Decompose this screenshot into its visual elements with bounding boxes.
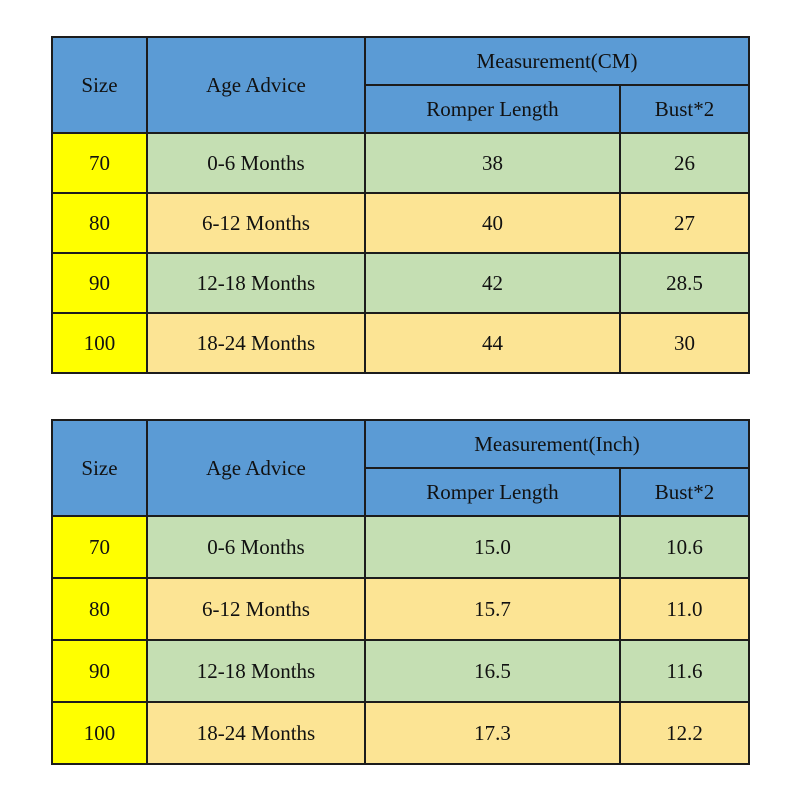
size-cell: 90 — [51, 639, 148, 703]
age-cell: 18-24 Months — [146, 312, 366, 374]
bust-cell: 26 — [619, 132, 750, 194]
bust-column-header: Bust*2 — [619, 84, 750, 134]
size-cell: 80 — [51, 577, 148, 641]
size-cell: 100 — [51, 701, 148, 765]
size-cell: 90 — [51, 252, 148, 314]
romper-length-cell: 44 — [364, 312, 621, 374]
age-advice-column-header: Age Advice — [146, 419, 366, 517]
romper-length-cell: 15.7 — [364, 577, 621, 641]
bust-cell: 11.6 — [619, 639, 750, 703]
table-row: 70 0-6 Months 38 26 — [51, 132, 750, 194]
romper-length-column-header: Romper Length — [364, 84, 621, 134]
romper-length-cell: 42 — [364, 252, 621, 314]
measurement-cm-group-header: Measurement(CM) — [364, 36, 750, 86]
size-cell: 70 — [51, 132, 148, 194]
bust-cell: 10.6 — [619, 515, 750, 579]
romper-length-cell: 17.3 — [364, 701, 621, 765]
measurement-inch-group-header: Measurement(Inch) — [364, 419, 750, 469]
romper-length-column-header: Romper Length — [364, 467, 621, 517]
table-row: 90 12-18 Months 16.5 11.6 — [51, 639, 750, 703]
bust-cell: 12.2 — [619, 701, 750, 765]
table-row: 80 6-12 Months 40 27 — [51, 192, 750, 254]
age-cell: 0-6 Months — [146, 515, 366, 579]
size-chart-cm-table: Size Age Advice Measurement(CM) Romper L… — [51, 36, 750, 374]
table-row: 90 12-18 Months 42 28.5 — [51, 252, 750, 314]
size-cell: 100 — [51, 312, 148, 374]
size-chart-inch-table: Size Age Advice Measurement(Inch) Romper… — [51, 419, 750, 765]
age-advice-column-header: Age Advice — [146, 36, 366, 134]
bust-cell: 27 — [619, 192, 750, 254]
bust-cell: 11.0 — [619, 577, 750, 641]
age-cell: 12-18 Months — [146, 252, 366, 314]
age-cell: 0-6 Months — [146, 132, 366, 194]
size-cell: 80 — [51, 192, 148, 254]
age-cell: 18-24 Months — [146, 701, 366, 765]
table-row: 80 6-12 Months 15.7 11.0 — [51, 577, 750, 641]
romper-length-cell: 38 — [364, 132, 621, 194]
size-column-header: Size — [51, 36, 148, 134]
age-cell: 12-18 Months — [146, 639, 366, 703]
bust-column-header: Bust*2 — [619, 467, 750, 517]
table-row: 100 18-24 Months 44 30 — [51, 312, 750, 374]
romper-length-cell: 15.0 — [364, 515, 621, 579]
romper-length-cell: 16.5 — [364, 639, 621, 703]
age-cell: 6-12 Months — [146, 577, 366, 641]
age-cell: 6-12 Months — [146, 192, 366, 254]
table-row: 100 18-24 Months 17.3 12.2 — [51, 701, 750, 765]
bust-cell: 30 — [619, 312, 750, 374]
romper-length-cell: 40 — [364, 192, 621, 254]
bust-cell: 28.5 — [619, 252, 750, 314]
table-row: 70 0-6 Months 15.0 10.6 — [51, 515, 750, 579]
size-column-header: Size — [51, 419, 148, 517]
size-cell: 70 — [51, 515, 148, 579]
